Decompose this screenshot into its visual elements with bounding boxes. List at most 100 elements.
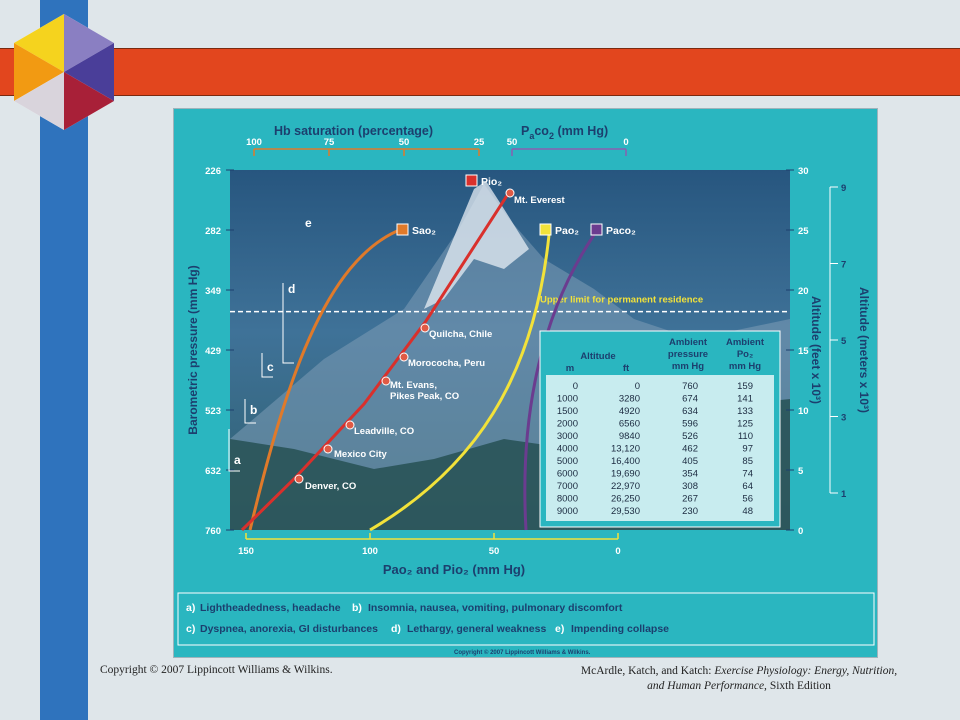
table-cell: 13,120 (611, 444, 640, 455)
hb-tick-label: 50 (399, 137, 410, 148)
hb-tick-label: 25 (474, 137, 485, 148)
table-cell: 7000 (557, 481, 578, 492)
left-tick-label: 282 (205, 226, 221, 237)
table-header-ft: ft (623, 363, 630, 374)
series-key-swatch (590, 223, 603, 236)
symptom-zone-letter: b (250, 403, 257, 417)
symptom-zone-bracket (261, 353, 273, 378)
location-label: Mt. Everest (514, 195, 566, 206)
table-cell: 19,690 (611, 469, 640, 480)
table-cell: 1000 (557, 394, 578, 405)
location-marker (505, 188, 515, 198)
table-cell: 4920 (619, 406, 640, 417)
table-cell: 230 (682, 506, 698, 517)
table-cell: 6000 (557, 469, 578, 480)
table-cell: 16,400 (611, 456, 640, 467)
symptom-zone-bracket (282, 283, 294, 364)
bottom-tick-label: 100 (362, 546, 378, 557)
paco2-axis-label: Paco2 (mm Hg) (521, 124, 608, 141)
table-cell: 405 (682, 456, 698, 467)
right-meters-tick-label: 7 (841, 260, 846, 271)
paco2-tick-label: 0 (623, 137, 628, 148)
symptom-zone-letter: c (267, 360, 274, 374)
right-feet-tick-label: 10 (798, 406, 809, 417)
altitude-chart: Hb saturation (percentage)100 75 50 25Paco2… (177, 124, 875, 656)
table-cell: 48 (742, 506, 753, 517)
symptom-legend-box (177, 592, 875, 646)
table-cell: 133 (737, 406, 753, 417)
legend-d-text: Lethargy, general weakness (407, 623, 546, 635)
location-marker (323, 444, 333, 454)
legend-c-text: Dyspnea, anorexia, GI disturbances (200, 623, 378, 635)
symptom-zone-letter: d (288, 282, 295, 296)
citation-edition: Sixth Edition (766, 680, 831, 692)
table-header-po2-3: mm Hg (729, 361, 761, 372)
table-cell: 1500 (557, 406, 578, 417)
table-cell: 125 (737, 419, 753, 430)
table-cell: 3280 (619, 394, 640, 405)
table-cell: 9000 (557, 506, 578, 517)
right-meters-tick-label: 9 (841, 183, 846, 194)
location-label: Mexico City (334, 449, 388, 460)
table-cell: 9840 (619, 431, 640, 442)
right-feet-tick-label: 5 (798, 466, 804, 477)
table-cell: 526 (682, 431, 698, 442)
legend-a-letter: a) (186, 602, 195, 614)
left-tick-label: 632 (205, 466, 221, 477)
paco2-curve (523, 234, 596, 531)
right-feet-axis-label: Altitude (feet x 10³) (809, 296, 823, 404)
location-label: Quilcha, Chile (429, 329, 492, 340)
location-label-line2: Pikes Peak, CO (390, 391, 459, 402)
table-cell: 3000 (557, 431, 578, 442)
left-tick-label: 429 (205, 346, 221, 357)
right-feet-tick-label: 25 (798, 226, 809, 237)
symptom-zone-bracket (244, 399, 256, 424)
symptom-zone-letter: a (234, 453, 241, 467)
citation-authors: McArdle, Katch, and Katch: (580, 665, 715, 677)
hb-tick-label: 75 (324, 137, 335, 148)
location-marker (345, 420, 355, 430)
legend-b-text: Insomnia, nausea, vomiting, pulmonary di… (368, 602, 623, 614)
table-header-altitude: Altitude (580, 351, 615, 362)
series-key-swatch (396, 223, 409, 236)
right-feet-tick-label: 30 (798, 166, 809, 177)
top-accent-bar (0, 48, 960, 96)
table-cell: 0 (573, 381, 578, 392)
hb-saturation-axis-label: Hb saturation (percentage) (274, 124, 433, 138)
right-feet-tick-label: 0 (798, 526, 803, 537)
symptom-zone-bracket (228, 429, 240, 472)
bottom-tick-label: 0 (615, 546, 620, 557)
table-cell: 308 (682, 481, 698, 492)
table-cell: 22,970 (611, 481, 640, 492)
location-label: Denver, CO (305, 481, 356, 492)
series-key-label: Pio₂ (481, 176, 502, 188)
table-cell: 674 (682, 394, 698, 405)
legend-b-letter: b) (352, 602, 362, 614)
table-cell: 26,250 (611, 494, 640, 505)
right-meters-tick-label: 5 (841, 336, 847, 347)
location-label: Mt. Evans, (390, 380, 437, 391)
table-cell: 6560 (619, 419, 640, 430)
location-marker (399, 352, 409, 362)
table-cell: 110 (738, 431, 753, 442)
table-header-pressure-2: pressure (668, 349, 708, 360)
table-cell: 354 (682, 469, 698, 480)
series-key-label: Pao₂ (555, 225, 579, 237)
paco2-tick-label: 50 (507, 137, 518, 148)
table-cell: 2000 (557, 419, 578, 430)
table-cell: 4000 (557, 444, 578, 455)
location-label: Leadville, CO (354, 426, 414, 437)
legend-e-letter: e) (555, 623, 564, 635)
location-marker (381, 376, 391, 386)
table-cell: 74 (742, 469, 753, 480)
table-header-po2-1: Ambient (726, 337, 765, 348)
hb-tick-label: 100 (246, 137, 262, 148)
left-tick-label: 523 (205, 406, 221, 417)
pao2-curve (369, 234, 551, 532)
table-cell: 159 (737, 381, 753, 392)
table-header-pressure-3: mm Hg (672, 361, 704, 372)
sao2-curve (248, 227, 403, 531)
series-key-label: Paco₂ (606, 225, 636, 237)
figure-copyright: Copyright © 2007 Lippincott Williams & W… (454, 649, 591, 656)
bottom-tick-label: 150 (238, 546, 254, 557)
